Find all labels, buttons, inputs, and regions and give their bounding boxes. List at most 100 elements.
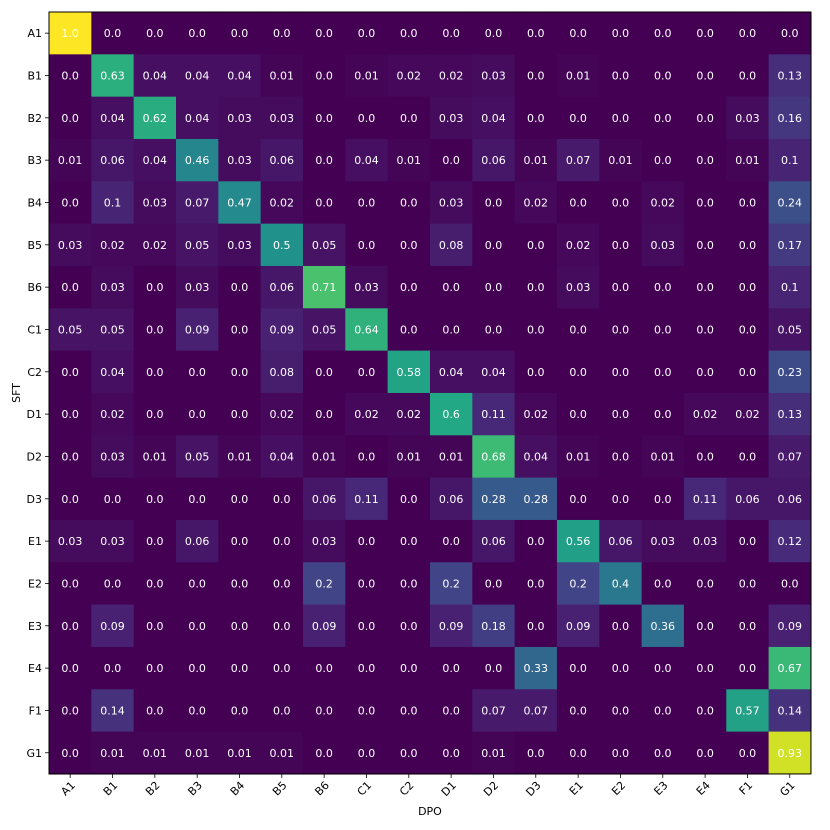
heatmap-cell bbox=[768, 181, 812, 225]
cell-value-label: 0.0 bbox=[781, 577, 799, 590]
cell-value-label: 0.0 bbox=[61, 747, 79, 760]
cell-value-label: 0.0 bbox=[61, 281, 79, 294]
cell-value-label: 0.0 bbox=[188, 27, 206, 40]
heatmap-cell bbox=[345, 731, 389, 775]
cell-value-label: 0.0 bbox=[400, 620, 418, 633]
cell-value-label: 0.17 bbox=[778, 239, 803, 252]
heatmap-cell bbox=[91, 265, 135, 309]
cell-value-label: 0.03 bbox=[270, 112, 295, 125]
cell-value-label: 0.0 bbox=[612, 239, 630, 252]
heatmap-cell bbox=[260, 604, 304, 648]
heatmap-cell bbox=[49, 12, 92, 55]
heatmap-cell bbox=[472, 435, 516, 479]
heatmap-cell bbox=[514, 223, 558, 267]
cell-value-label: 0.02 bbox=[100, 408, 125, 421]
cell-value-label: 0.0 bbox=[781, 27, 799, 40]
cell-value-label: 0.0 bbox=[654, 70, 672, 83]
heatmap-cell bbox=[260, 223, 304, 267]
cell-value-label: 0.0 bbox=[104, 27, 122, 40]
y-tick-label: E1 bbox=[28, 535, 42, 548]
cell-value-label: 0.93 bbox=[778, 747, 803, 760]
cell-value-label: 0.63 bbox=[100, 70, 125, 83]
heatmap-cell bbox=[91, 604, 135, 648]
heatmap-cell bbox=[345, 12, 389, 55]
cell-value-label: 0.07 bbox=[566, 154, 591, 167]
cell-value-label: 0.03 bbox=[58, 239, 83, 252]
y-tick-label: D1 bbox=[27, 408, 42, 421]
heatmap-cell bbox=[175, 562, 219, 606]
cell-value-label: 0.0 bbox=[654, 747, 672, 760]
heatmap-cell bbox=[556, 308, 600, 352]
cell-value-label: 0.02 bbox=[270, 196, 295, 209]
cell-value-label: 0.0 bbox=[442, 27, 460, 40]
heatmap-cell bbox=[49, 519, 92, 563]
heatmap-cell bbox=[429, 604, 473, 648]
heatmap-cell bbox=[726, 265, 770, 309]
cell-value-label: 0.0 bbox=[612, 366, 630, 379]
cell-value-label: 0.0 bbox=[231, 281, 249, 294]
y-tick-label: B5 bbox=[27, 239, 42, 252]
heatmap-cell bbox=[429, 265, 473, 309]
cell-value-label: 0.03 bbox=[100, 281, 125, 294]
cell-value-label: 0.04 bbox=[185, 70, 210, 83]
cell-value-label: 0.0 bbox=[527, 366, 545, 379]
heatmap-cell bbox=[133, 223, 177, 267]
cell-value-label: 0.0 bbox=[485, 323, 503, 336]
heatmap-cell bbox=[683, 477, 727, 521]
cell-value-label: 0.03 bbox=[100, 450, 125, 463]
heatmap-cell bbox=[768, 12, 812, 55]
heatmap-cell bbox=[641, 731, 685, 775]
cell-value-label: 0.0 bbox=[61, 620, 79, 633]
heatmap-cell bbox=[302, 435, 346, 479]
heatmap-cell bbox=[683, 223, 727, 267]
y-tick-label: E3 bbox=[28, 620, 42, 633]
cell-value-label: 0.01 bbox=[608, 154, 633, 167]
y-axis-ticks: A1 B1 B2 B3 B4 B5 B6 C1 C2 D1 D2 D3 E1 E2 E3 E4 F1 G1 bbox=[26, 27, 49, 760]
heatmap-cell bbox=[345, 96, 389, 140]
cell-value-label: 0.0 bbox=[569, 662, 587, 675]
heatmap-cell bbox=[599, 54, 643, 98]
cell-value-label: 0.0 bbox=[315, 662, 333, 675]
heatmap-cell bbox=[345, 689, 389, 733]
cell-value-label: 0.0 bbox=[61, 366, 79, 379]
heatmap-cell bbox=[641, 519, 685, 563]
cell-value-label: 0.01 bbox=[270, 70, 295, 83]
cell-value-label: 0.0 bbox=[358, 662, 376, 675]
cell-value-label: 0.0 bbox=[654, 704, 672, 717]
cell-value-label: 0.0 bbox=[146, 366, 164, 379]
heatmap-cell bbox=[514, 562, 558, 606]
heatmap-cell bbox=[683, 138, 727, 182]
heatmap-cell bbox=[472, 604, 516, 648]
heatmap-cell bbox=[599, 435, 643, 479]
x-tick-label: B6 bbox=[312, 779, 331, 798]
heatmap-cell bbox=[429, 646, 473, 690]
cell-value-label: 0.06 bbox=[100, 154, 125, 167]
heatmap-cell bbox=[345, 223, 389, 267]
heatmap-cell bbox=[556, 96, 600, 140]
cell-value-label: 0.0 bbox=[569, 408, 587, 421]
cell-value-label: 0.05 bbox=[312, 239, 337, 252]
cell-value-label: 0.02 bbox=[524, 408, 549, 421]
cell-value-label: 0.0 bbox=[612, 112, 630, 125]
y-tick-label: B1 bbox=[27, 70, 42, 83]
heatmap-cell bbox=[683, 604, 727, 648]
cell-value-label: 0.03 bbox=[439, 112, 464, 125]
heatmap-cell bbox=[49, 265, 92, 309]
heatmap-cell bbox=[556, 731, 600, 775]
heatmap-cell bbox=[556, 689, 600, 733]
heatmap-cell bbox=[514, 435, 558, 479]
x-tick-label: D2 bbox=[481, 779, 501, 799]
cell-value-label: 0.0 bbox=[231, 577, 249, 590]
heatmap-cell bbox=[472, 392, 516, 436]
cell-value-label: 0.04 bbox=[354, 154, 379, 167]
heatmap-cell bbox=[429, 308, 473, 352]
heatmap-cell bbox=[218, 435, 262, 479]
cell-value-label: 0.0 bbox=[400, 535, 418, 548]
heatmap-cell bbox=[514, 477, 558, 521]
heatmap-cell bbox=[387, 604, 431, 648]
heatmap-cell bbox=[387, 646, 431, 690]
cell-value-label: 0.0 bbox=[654, 577, 672, 590]
heatmap-cell bbox=[218, 54, 262, 98]
heatmap-cell bbox=[260, 96, 304, 140]
